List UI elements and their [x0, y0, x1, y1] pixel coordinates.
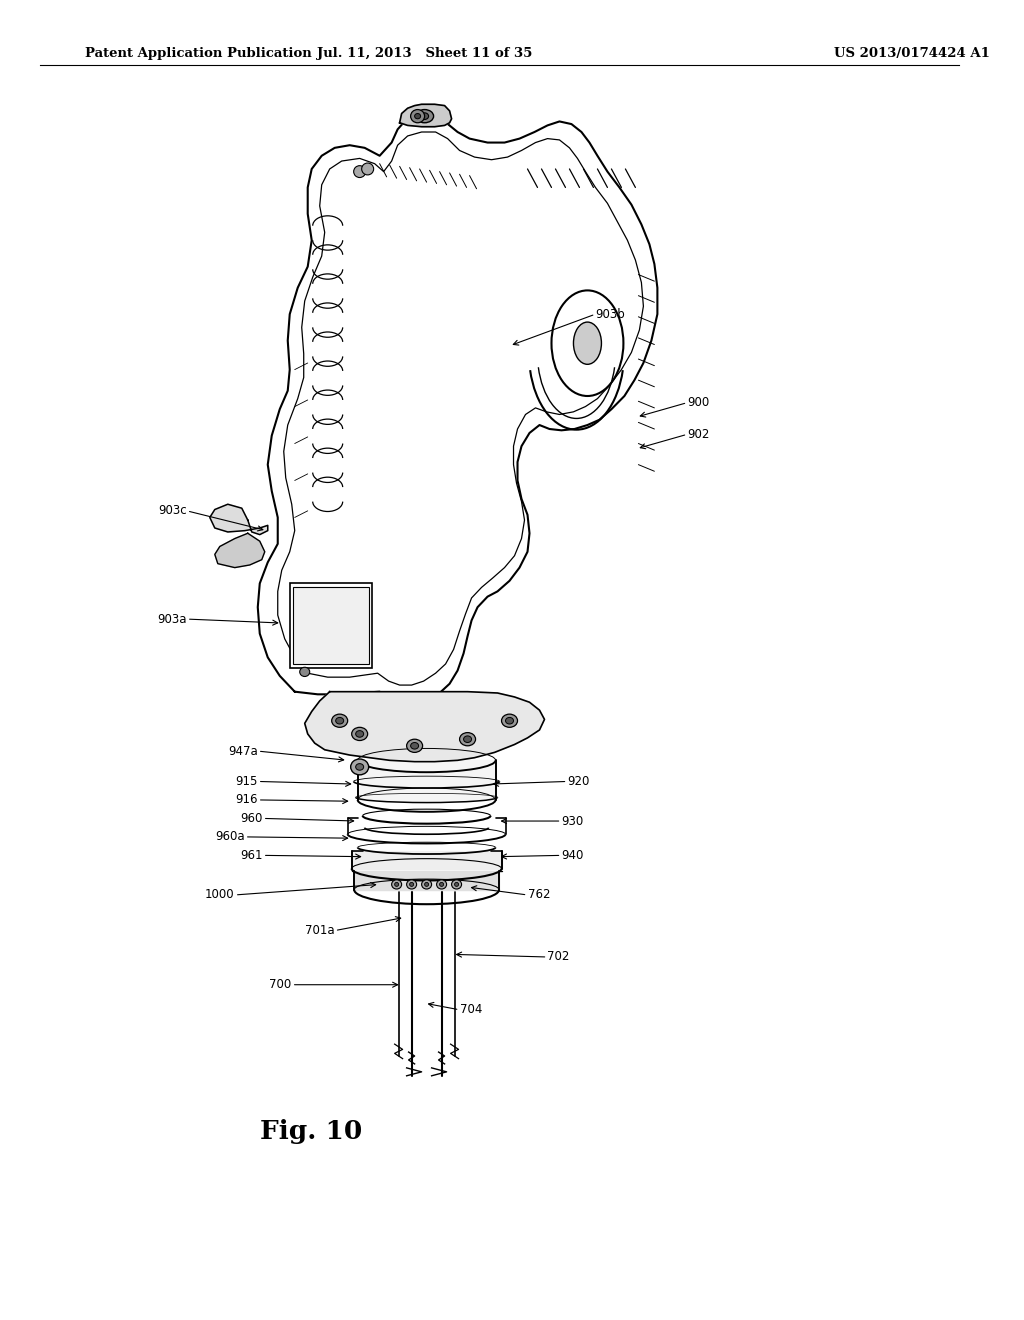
Ellipse shape	[407, 739, 423, 752]
Ellipse shape	[407, 879, 417, 890]
Text: 960a: 960a	[215, 830, 245, 843]
Ellipse shape	[361, 162, 374, 176]
Text: 947a: 947a	[228, 744, 258, 758]
Polygon shape	[215, 533, 265, 568]
Ellipse shape	[452, 879, 462, 890]
Text: 762: 762	[527, 888, 550, 902]
Text: 1000: 1000	[205, 888, 234, 902]
Bar	[293, 587, 369, 664]
Text: Fig. 10: Fig. 10	[260, 1119, 362, 1143]
Text: Patent Application Publication: Patent Application Publication	[85, 48, 311, 59]
Ellipse shape	[436, 879, 446, 890]
Text: US 2013/0174424 A1: US 2013/0174424 A1	[835, 48, 990, 59]
Ellipse shape	[552, 290, 624, 396]
Text: 700: 700	[269, 978, 292, 991]
Ellipse shape	[506, 718, 513, 723]
Text: 900: 900	[687, 396, 710, 409]
Bar	[290, 583, 372, 668]
Text: 902: 902	[687, 428, 710, 441]
Ellipse shape	[455, 882, 459, 887]
Ellipse shape	[464, 737, 472, 742]
Ellipse shape	[394, 882, 398, 887]
Ellipse shape	[355, 731, 364, 737]
Text: 903b: 903b	[595, 308, 626, 321]
Ellipse shape	[415, 114, 421, 119]
Ellipse shape	[351, 727, 368, 741]
Text: 915: 915	[236, 775, 258, 788]
Ellipse shape	[411, 742, 419, 748]
Ellipse shape	[355, 763, 364, 771]
Polygon shape	[305, 692, 545, 762]
Ellipse shape	[422, 879, 431, 890]
Ellipse shape	[416, 110, 433, 123]
Ellipse shape	[391, 879, 401, 890]
Ellipse shape	[336, 718, 344, 723]
Text: Jul. 11, 2013   Sheet 11 of 35: Jul. 11, 2013 Sheet 11 of 35	[316, 48, 532, 59]
Text: 916: 916	[236, 793, 258, 807]
Text: 940: 940	[561, 849, 584, 862]
Polygon shape	[210, 504, 267, 535]
Text: 702: 702	[548, 950, 570, 964]
Ellipse shape	[460, 733, 475, 746]
Ellipse shape	[421, 112, 429, 120]
Polygon shape	[351, 851, 502, 869]
Text: 960: 960	[241, 812, 263, 825]
Ellipse shape	[353, 165, 366, 177]
Ellipse shape	[439, 882, 443, 887]
Ellipse shape	[425, 882, 429, 887]
Ellipse shape	[573, 322, 601, 364]
Text: 704: 704	[460, 1003, 482, 1016]
Polygon shape	[354, 871, 499, 890]
Ellipse shape	[332, 714, 348, 727]
Ellipse shape	[350, 759, 369, 775]
Ellipse shape	[300, 668, 309, 676]
Polygon shape	[258, 116, 657, 704]
Polygon shape	[399, 104, 452, 127]
Text: 903a: 903a	[158, 612, 186, 626]
Text: 920: 920	[567, 775, 590, 788]
Ellipse shape	[502, 714, 517, 727]
Text: 961: 961	[241, 849, 263, 862]
Text: 903c: 903c	[158, 504, 186, 517]
Polygon shape	[357, 760, 496, 800]
Text: 701a: 701a	[305, 924, 335, 937]
Ellipse shape	[411, 110, 425, 123]
Text: 930: 930	[561, 814, 584, 828]
Ellipse shape	[410, 882, 414, 887]
